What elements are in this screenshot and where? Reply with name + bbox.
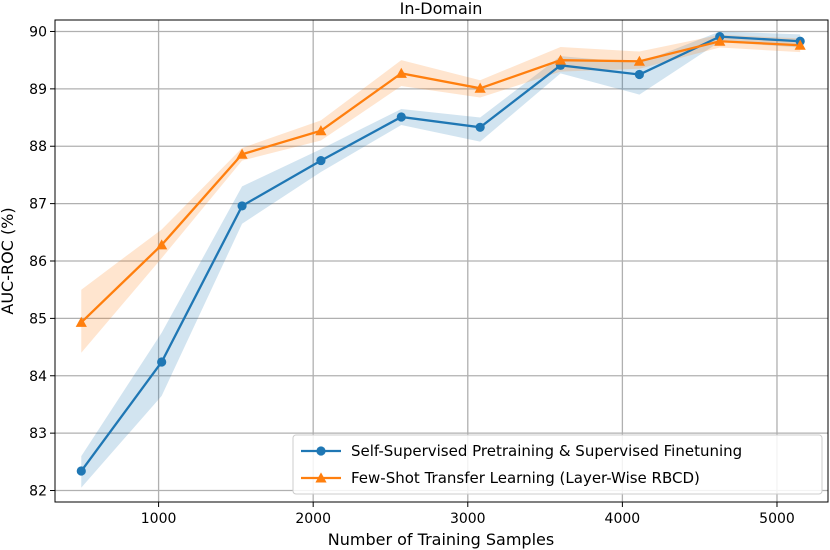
series-line-1 xyxy=(80,35,801,472)
y-tick-label: 83 xyxy=(29,426,47,442)
x-tick-label: 5000 xyxy=(759,511,795,527)
legend-label-series-2: Few-Shot Transfer Learning (Layer-Wise R… xyxy=(351,469,700,487)
data-point-series-1 xyxy=(396,112,406,122)
data-point-series-2 xyxy=(315,125,327,136)
y-tick-label: 86 xyxy=(29,254,47,270)
x-tick-label: 4000 xyxy=(605,511,641,527)
data-point-series-1 xyxy=(316,155,326,166)
data-point-series-1 xyxy=(157,357,167,367)
legend-label-series-1: Self-Supervised Pretraining & Supervised… xyxy=(351,442,742,460)
data-point-series-2 xyxy=(714,35,726,46)
data-point-series-2 xyxy=(75,316,87,327)
data-point-series-1 xyxy=(237,201,247,211)
series-line-2 xyxy=(80,40,801,324)
series-markers xyxy=(75,32,806,476)
y-tick-label: 90 xyxy=(29,24,47,40)
data-point-series-1 xyxy=(475,122,485,132)
data-point-series-2 xyxy=(395,67,407,78)
data-point-series-2 xyxy=(474,82,486,93)
confidence-bands xyxy=(81,31,801,488)
chart-title: In-Domain xyxy=(400,0,483,18)
data-point-series-2 xyxy=(236,148,248,159)
x-axis-ticks: 1000 2000 3000 4000 5000 xyxy=(141,502,795,527)
legend-marker-series-1 xyxy=(316,446,326,456)
x-tick-label: 3000 xyxy=(450,511,486,527)
data-point-series-2 xyxy=(633,55,645,66)
x-tick-label: 2000 xyxy=(295,511,331,527)
y-tick-label: 82 xyxy=(29,484,47,500)
y-axis-label: AUC-ROC (%) xyxy=(0,207,17,314)
legend: Self-Supervised Pretraining & Supervised… xyxy=(292,434,823,495)
confidence-band-series-1 xyxy=(81,31,801,488)
data-point-series-2 xyxy=(554,54,567,65)
y-tick-label: 84 xyxy=(29,369,47,385)
series-lines xyxy=(80,35,801,472)
data-point-series-2 xyxy=(156,239,168,250)
data-point-series-1 xyxy=(634,69,644,80)
x-tick-label: 1000 xyxy=(141,511,177,527)
grid xyxy=(55,20,828,502)
y-tick-label: 88 xyxy=(29,139,47,155)
data-point-series-1 xyxy=(76,466,86,476)
y-tick-label: 85 xyxy=(29,311,47,327)
legend-marker-series-2 xyxy=(315,472,327,483)
y-axis-ticks: 82 83 84 85 86 87 88 89 90 xyxy=(29,24,55,500)
y-tick-label: 87 xyxy=(29,197,47,213)
x-axis-label: Number of Training Samples xyxy=(328,530,554,549)
legend-box xyxy=(292,434,823,495)
data-point-series-2 xyxy=(794,39,806,50)
y-tick-label: 89 xyxy=(29,82,47,98)
